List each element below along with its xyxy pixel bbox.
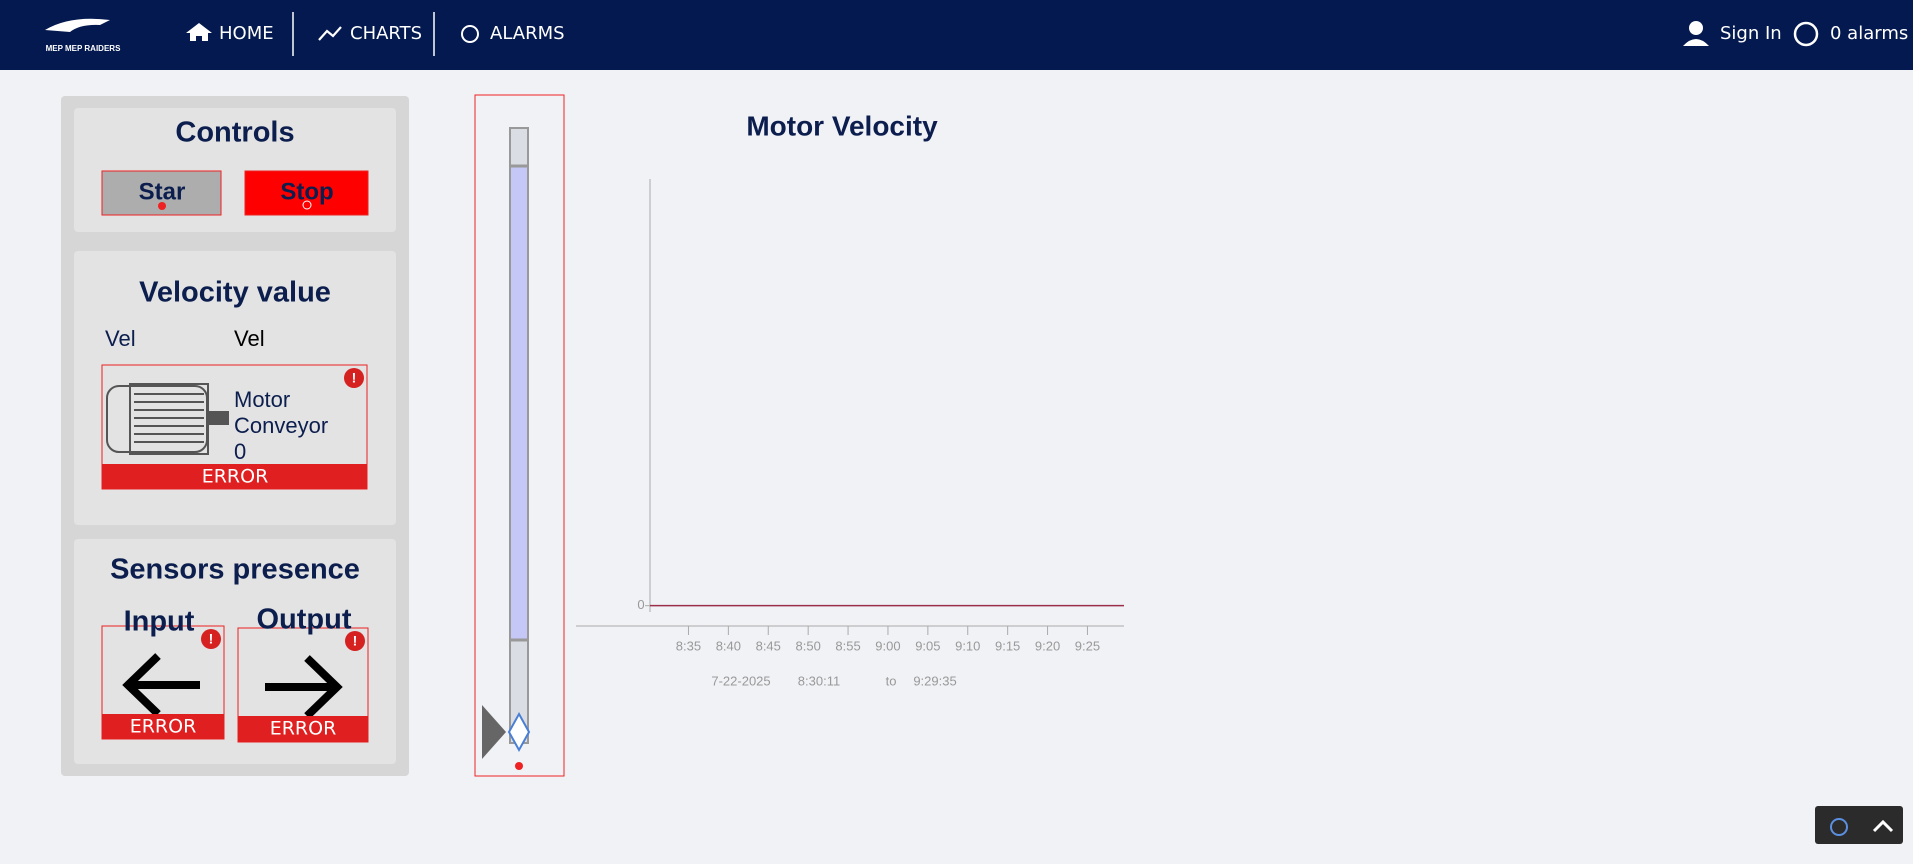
motor-text: Motor	[234, 387, 290, 412]
nav-alarms[interactable]: ALARMS	[461, 23, 565, 44]
status-text: ERROR	[130, 716, 197, 738]
button-label[interactable]: Star	[139, 178, 186, 205]
motor-text: 0	[234, 439, 246, 464]
sensor-label: Output	[256, 604, 351, 636]
alarms-text[interactable]: 0 alarms	[1830, 23, 1908, 44]
range-text: 9:29:35	[913, 673, 956, 688]
range-text: 8:30:11	[798, 673, 840, 688]
alarms-count[interactable]: 0 alarms	[1793, 21, 1908, 47]
card-title: Velocity value	[139, 277, 331, 309]
nav-link[interactable]: ALARMS	[490, 23, 565, 44]
stop-button[interactable]: Stop	[244, 170, 369, 216]
status-text: ERROR	[202, 466, 269, 488]
nav-bar	[0, 0, 1913, 70]
range-text: 7-22-2025	[711, 673, 770, 688]
range-text: to	[886, 673, 897, 688]
alert-badge	[344, 368, 364, 388]
sign-in-text[interactable]: Sign In	[1720, 23, 1782, 44]
nav-charts[interactable]: CHARTS	[318, 23, 422, 44]
alert-badge	[345, 631, 365, 651]
motor-icon	[106, 383, 229, 455]
x-tick-label: 8:50	[796, 638, 821, 653]
trend-chart: Motor Velocity 7-22-2025 8:30:11 to 9:29…	[576, 110, 1124, 688]
start-button[interactable]: Star	[101, 170, 222, 216]
value-label: Vel	[105, 326, 136, 351]
logo-text: MEP MEP RAIDERS	[46, 44, 121, 53]
svg-text:!: !	[352, 370, 357, 386]
x-tick-label: 8:35	[676, 638, 701, 653]
logo: MEP MEP RAIDERS	[45, 18, 121, 53]
card-title: Sensors presence	[110, 554, 360, 586]
arrow-left	[122, 653, 200, 717]
status-text: ERROR	[270, 718, 337, 740]
x-tick-label: 8:40	[716, 638, 741, 653]
sensor-label: Input	[124, 606, 195, 638]
status-bar	[102, 714, 224, 739]
y-tick-label: 0	[637, 597, 644, 612]
status-bar	[102, 464, 367, 489]
nav-home[interactable]: HOME	[186, 23, 274, 44]
x-tick-label: 9:25	[1075, 638, 1100, 653]
svg-text:!: !	[209, 631, 214, 647]
x-tick-label: 8:55	[835, 638, 860, 653]
x-tick-label: 9:15	[995, 638, 1020, 653]
chart-title: Motor Velocity	[746, 110, 938, 141]
svg-text:!: !	[353, 633, 358, 649]
card-title: Controls	[175, 117, 294, 149]
sign-in[interactable]: Sign In	[1683, 21, 1782, 46]
button-bg[interactable]	[244, 170, 369, 216]
arrow-right	[265, 655, 343, 719]
x-tick-label: 8:45	[756, 638, 781, 653]
slider[interactable]	[474, 94, 565, 777]
x-tick-label: 9:00	[875, 638, 900, 653]
value-label: Vel	[234, 326, 265, 351]
x-tick-label: 9:20	[1035, 638, 1060, 653]
x-tick-label: 9:05	[915, 638, 940, 653]
nav-link[interactable]: HOME	[219, 23, 274, 44]
alert-badge	[201, 629, 221, 649]
status-bar	[238, 716, 368, 742]
motor-text: Conveyor	[234, 413, 328, 438]
floating-toolbar[interactable]	[1815, 806, 1903, 844]
nav-link[interactable]: CHARTS	[350, 23, 422, 44]
x-tick-label: 9:10	[955, 638, 980, 653]
